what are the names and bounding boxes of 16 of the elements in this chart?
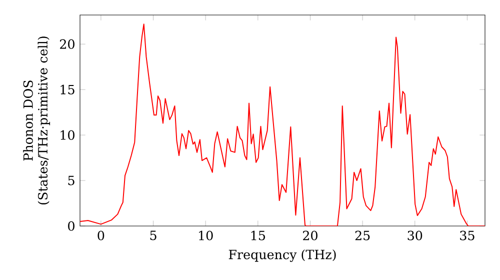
x-tick-label: 0 [98,230,104,240]
x-tick-label: 35 [460,230,474,240]
x-tick-label: 30 [408,230,422,240]
x-tick-label: 10 [199,230,213,240]
y-tick-label: 15 [60,84,74,94]
y-axis-title: Phonon DOS (States/THz·primitive cell) [23,36,50,204]
x-tick-label: 15 [251,230,265,240]
y-tick-label: 20 [60,39,74,49]
x-tick-label: 5 [150,230,156,240]
y-tick-label: 0 [68,221,74,231]
y-tick-label: 5 [68,176,74,186]
x-tick-label: 20 [303,230,318,240]
y-tick-label: 10 [60,130,74,140]
line-series [80,24,485,226]
x-tick-label: 25 [355,230,370,240]
x-axis-title: Frequency (THz) [228,249,336,262]
